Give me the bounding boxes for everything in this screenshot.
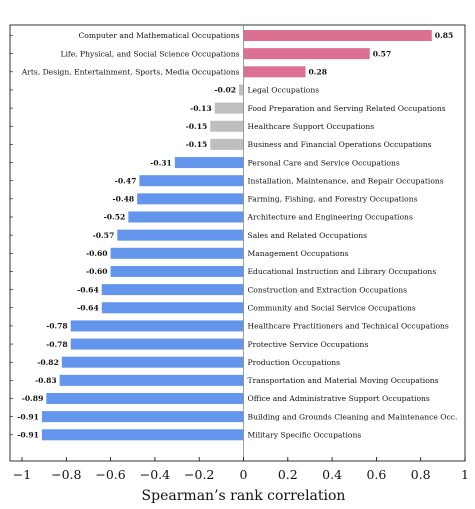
category-label: Computer and Mathematical Occupations [78, 31, 239, 40]
value-label: -0.91 [17, 412, 39, 421]
value-label: -0.57 [93, 231, 115, 240]
category-label: Personal Care and Service Occupations [248, 158, 400, 167]
value-label: -0.60 [86, 267, 108, 276]
x-tick-label: 0.8 [411, 467, 431, 482]
bar [59, 374, 244, 386]
value-label: -0.13 [190, 104, 212, 113]
category-label: Transportation and Material Moving Occup… [248, 376, 439, 385]
category-label: Architecture and Engineering Occupations [247, 213, 413, 222]
value-label: 0.28 [309, 68, 328, 77]
bar [214, 102, 244, 114]
category-label: Office and Administrative Support Occupa… [248, 394, 430, 403]
value-label: -0.83 [35, 376, 57, 385]
x-tick-label: 0.6 [366, 467, 386, 482]
category-label: Sales and Related Occupations [248, 231, 368, 240]
bar [117, 229, 244, 241]
value-label: -0.64 [77, 285, 99, 294]
category-label: Business and Financial Operations Occupa… [248, 140, 432, 149]
x-tick-label: −1 [13, 467, 31, 482]
category-label: Arts, Design, Entertainment, Sports, Med… [21, 68, 240, 77]
category-label: Management Occupations [248, 249, 349, 258]
value-label: -0.31 [150, 158, 172, 167]
bar [41, 429, 244, 441]
bar [243, 48, 370, 60]
bar [70, 338, 244, 350]
bar [239, 84, 244, 96]
value-label: -0.48 [113, 195, 135, 204]
plot-frame [9, 24, 466, 462]
x-tick-label: 0.2 [278, 467, 298, 482]
x-tick-label: −0.6 [95, 467, 125, 482]
bar [46, 393, 244, 404]
value-label: -0.15 [186, 140, 208, 149]
category-label: Healthcare Practitioners and Technical O… [248, 322, 449, 331]
x-axis-ticks: −1 −0.8 −0.6 −0.4 −0.2 0 0.2 0.4 0.6 0.8 1 [13, 457, 469, 482]
value-label: -0.52 [104, 213, 126, 222]
x-tick-label: 0 [240, 467, 248, 482]
x-tick-label: 1 [461, 467, 469, 482]
bar [41, 411, 244, 423]
value-label: -0.91 [17, 431, 39, 440]
value-label: -0.64 [77, 303, 99, 312]
value-label: -0.78 [46, 340, 68, 349]
bar [128, 211, 244, 223]
value-label: -0.15 [186, 122, 208, 131]
bar [61, 356, 244, 368]
value-label: -0.89 [22, 394, 44, 403]
category-label: Installation, Maintenance, and Repair Oc… [248, 176, 444, 185]
category-label: Legal Occupations [248, 86, 320, 95]
category-label: Healthcare Support Occupations [248, 122, 375, 131]
bar [137, 193, 244, 205]
bars-group: Computer and Mathematical Occupations 0.8… [10, 30, 458, 441]
category-label: Food Preparation and Serving Related Occ… [248, 104, 446, 113]
category-label: Building and Grounds Cleaning and Mainte… [248, 412, 458, 421]
category-label: Construction and Extraction Occupations [248, 285, 408, 294]
bar [174, 157, 244, 169]
x-tick-label: −0.8 [51, 467, 81, 482]
x-tick-label: 0.4 [322, 467, 342, 482]
category-label: Farming, Fishing, and Forestry Occupatio… [248, 195, 418, 204]
x-axis-title: Spearman’s rank correlation [142, 488, 346, 504]
bar [101, 284, 244, 296]
value-label: -0.02 [214, 86, 236, 95]
x-tick-label: −0.2 [184, 467, 214, 482]
category-label: Military Specific Occupations [248, 431, 362, 440]
value-label: -0.47 [115, 176, 137, 185]
bar [243, 66, 306, 78]
category-label: Educational Instruction and Library Occu… [248, 267, 437, 276]
category-label: Community and Social Service Occupations [248, 303, 416, 312]
category-label: Life, Physical, and Social Science Occup… [60, 49, 239, 58]
value-label: -0.78 [46, 322, 68, 331]
value-label: 0.85 [435, 31, 454, 40]
bar [210, 120, 244, 132]
value-label: -0.82 [37, 358, 59, 367]
category-label: Production Occupations [248, 358, 341, 367]
bar [243, 30, 432, 41]
bar [210, 138, 244, 150]
bar [139, 175, 244, 187]
bar [110, 247, 244, 259]
value-label: -0.60 [86, 249, 108, 258]
bar [101, 302, 244, 314]
value-label: 0.57 [373, 49, 392, 58]
x-tick-label: −0.4 [140, 467, 170, 482]
category-label: Protective Service Occupations [248, 340, 369, 349]
bar [110, 265, 244, 277]
bar [70, 320, 244, 332]
